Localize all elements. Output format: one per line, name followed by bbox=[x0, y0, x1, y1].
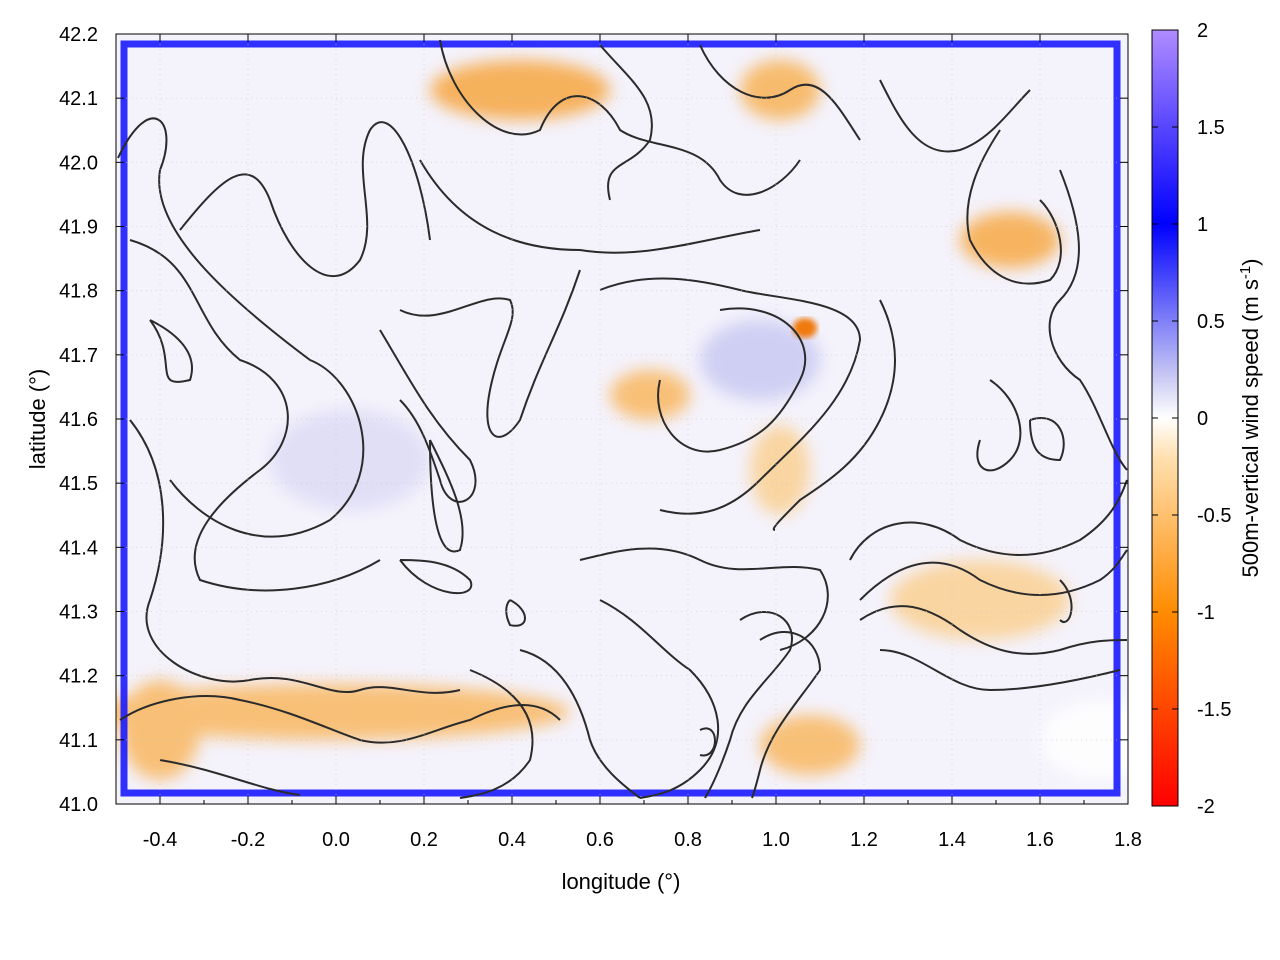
y-tick-label: 41.6 bbox=[59, 409, 98, 431]
y-tick-label: 41.0 bbox=[59, 794, 98, 816]
x-tick-label: 1.4 bbox=[938, 829, 966, 851]
y-axis: 41.0 41.1 41.2 41.3 41.4 41.5 41.6 41.7 41.8 41.9… bbox=[59, 24, 1128, 816]
x-tick-label: 0.2 bbox=[410, 829, 438, 851]
colorbar-tick-label: -1.5 bbox=[1197, 699, 1231, 721]
x-tick-label: 1.2 bbox=[850, 829, 878, 851]
x-axis-title: longitude (°) bbox=[562, 869, 681, 894]
colorbar-tick-label: 1.5 bbox=[1197, 117, 1225, 139]
y-tick-label: 41.5 bbox=[59, 473, 98, 495]
y-axis-title: latitude (°) bbox=[25, 369, 50, 470]
colorbar-ticks: 2 1.5 1 0.5 0 -0.5 -1 -1.5 -2 bbox=[1152, 20, 1231, 818]
y-tick-label: 41.3 bbox=[59, 602, 98, 624]
y-tick-label: 42.1 bbox=[59, 88, 98, 110]
colorbar-tick-label: -2 bbox=[1197, 796, 1215, 818]
colorbar-tick-label: 0 bbox=[1197, 408, 1208, 430]
x-tick-label: -0.4 bbox=[143, 829, 177, 851]
heatmap-field bbox=[116, 34, 1128, 804]
terrain-contours bbox=[117, 39, 1128, 799]
colorbar-tick-label: 1 bbox=[1197, 214, 1208, 236]
y-tick-label: 41.7 bbox=[59, 345, 98, 367]
y-tick-label: 42.2 bbox=[59, 24, 98, 46]
x-tick-label: 0.4 bbox=[498, 829, 526, 851]
colorbar-tick-label: 0.5 bbox=[1197, 311, 1225, 333]
colorbar-title: 500m-vertical wind speed (m s-1) bbox=[1237, 258, 1263, 577]
y-tick-label: 41.1 bbox=[59, 730, 98, 752]
x-tick-label: 0.0 bbox=[322, 829, 350, 851]
y-tick-label: 41.8 bbox=[59, 281, 98, 303]
colorbar: 2 1.5 1 0.5 0 -0.5 -1 -1.5 -2 500m-vertical wind… bbox=[1151, 20, 1263, 818]
y-tick-label: 41.9 bbox=[59, 217, 98, 239]
x-tick-label: 0.6 bbox=[586, 829, 614, 851]
x-tick-label: 0.8 bbox=[674, 829, 702, 851]
y-tick-label: 41.2 bbox=[59, 666, 98, 688]
colorbar-tick-label: 2 bbox=[1197, 20, 1208, 42]
x-tick-label: 1.8 bbox=[1114, 829, 1142, 851]
x-tick-label: 1.6 bbox=[1026, 829, 1054, 851]
colorbar-tick-label: -0.5 bbox=[1197, 505, 1231, 527]
x-tick-label: -0.2 bbox=[231, 829, 265, 851]
y-tick-label: 41.4 bbox=[59, 537, 98, 559]
colorbar-tick-label: -1 bbox=[1197, 602, 1215, 624]
x-tick-label: 1.0 bbox=[762, 829, 790, 851]
x-axis: -0.4 -0.2 0.0 0.2 0.4 0.6 0.8 1.0 1.2 1.4 1.6 1.8 bbox=[115, 34, 1142, 851]
y-tick-label: 42.0 bbox=[59, 152, 98, 174]
